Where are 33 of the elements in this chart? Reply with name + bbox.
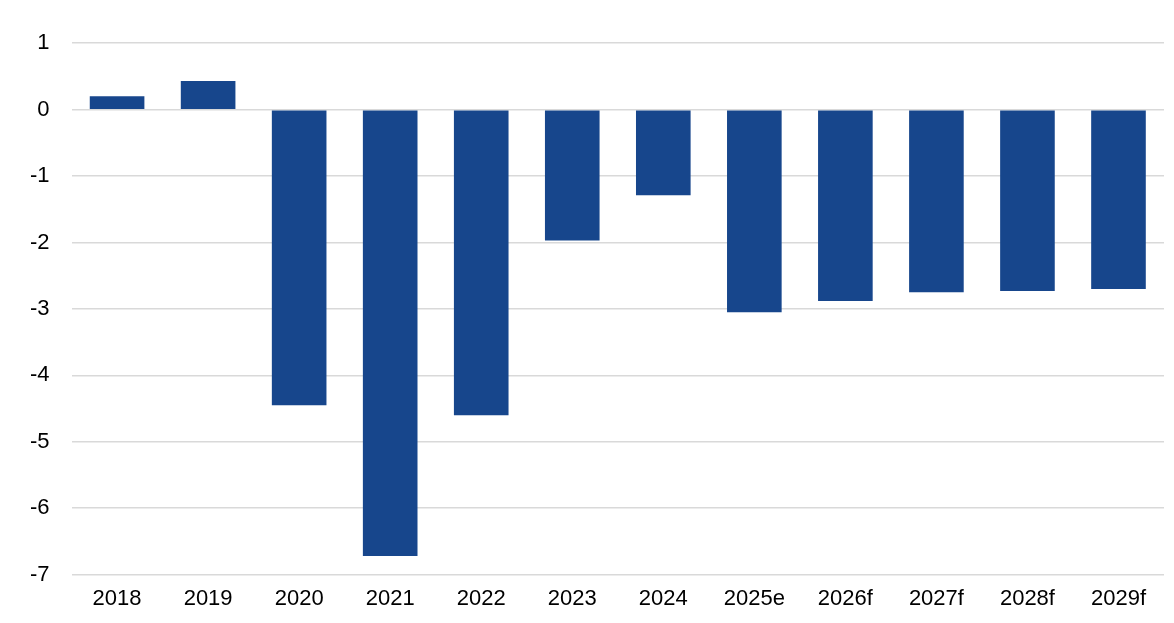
y-tick-label: -2 [30,228,50,254]
y-tick-label: -3 [30,294,50,320]
x-tick-label: 2028f [999,584,1056,610]
bar [271,110,327,406]
bar [453,110,509,416]
y-tick-label: -5 [30,427,50,453]
bar [635,110,691,196]
bar [818,110,873,301]
bar [544,110,600,241]
y-tick-label: -1 [30,162,50,188]
x-tick-label: 2022 [456,584,506,610]
bar [362,110,418,556]
x-tick-label: 2026f [817,584,874,610]
x-tick-label: 2019 [183,584,233,610]
x-tick-label: 2024 [638,584,688,610]
y-tick-label: -7 [30,560,50,586]
bar [89,96,145,109]
x-tick-label: 2020 [274,584,324,610]
y-tick-label: 1 [37,29,50,55]
x-tick-label: 2023 [547,584,597,610]
x-tick-label: 2021 [365,584,415,610]
bar [1000,110,1055,291]
y-tick-label: -4 [30,361,50,387]
x-tick-label: 2025e [723,584,785,610]
bar [727,110,782,313]
x-tick-label: 2029f [1090,584,1147,610]
x-tick-label: 2027f [908,584,965,610]
bar [909,110,964,293]
x-tick-label: 2018 [92,584,142,610]
y-tick-label: -6 [30,494,50,520]
y-tick-label: 0 [37,95,50,121]
bar [180,81,236,109]
bar [1091,110,1146,289]
